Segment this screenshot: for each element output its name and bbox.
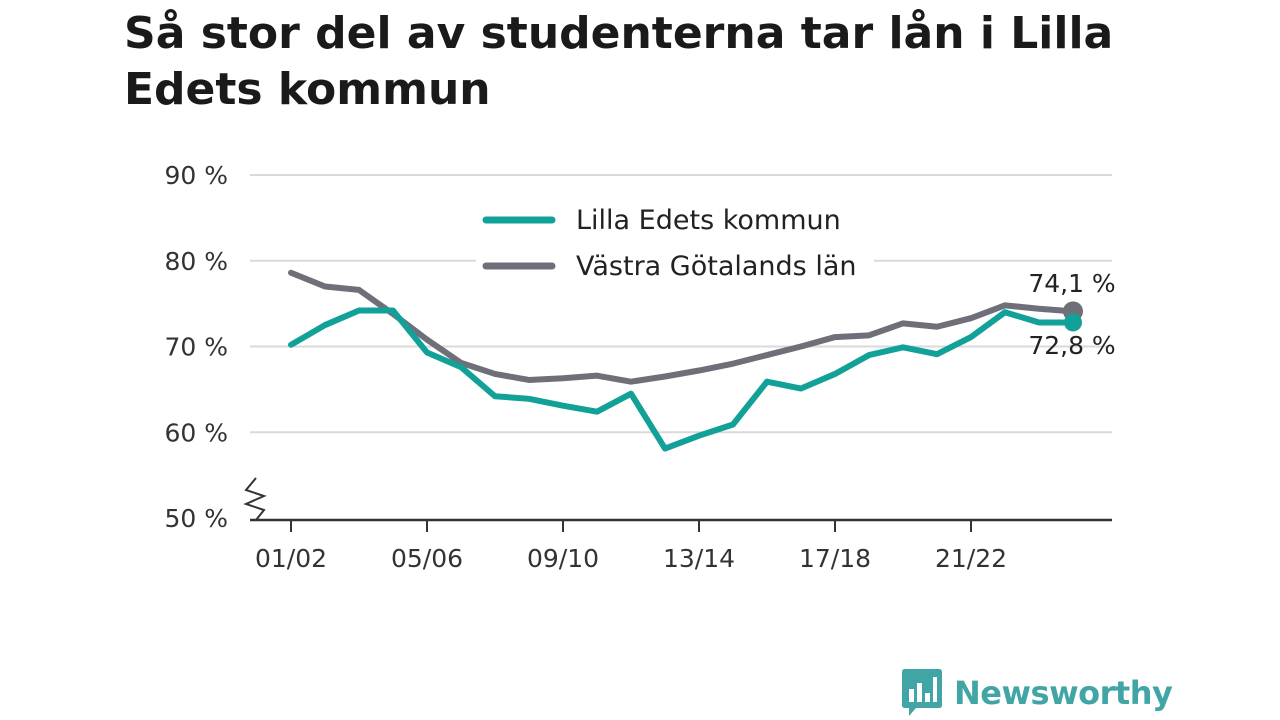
x-tick-label: 13/14 [663,544,735,573]
y-tick-label: 50 % [164,504,228,533]
brand-name: Newsworthy [954,674,1173,712]
x-axis: 01/02 05/06 09/10 13/14 17/18 21/22 [243,477,1112,573]
end-label: 72,8 % [1028,331,1115,360]
series-lines [288,269,1076,452]
series-line [288,307,1076,452]
y-tick-label: 80 % [164,247,228,276]
x-tick-label: 01/02 [255,544,327,573]
legend-background [476,194,874,290]
x-tick-label: 21/22 [935,544,1007,573]
legend-label: Västra Götalands län [576,251,856,282]
x-tick-label: 09/10 [527,544,599,573]
brand-logo: Newsworthy [902,668,1173,718]
x-tick-label: 05/06 [391,544,463,573]
legend: Lilla Edets kommun Västra Götalands län [476,194,874,290]
y-tick-label: 70 % [164,333,228,362]
y-tick-label: 60 % [164,418,228,447]
newsworthy-logo-icon [902,669,942,716]
end-labels: 74,1 % 72,8 % [1028,269,1115,360]
end-label: 74,1 % [1028,269,1115,298]
y-axis-tick-labels: 50 % 60 % 70 % 80 % 90 % [164,161,228,533]
series-line [288,269,1076,385]
x-tick-label: 17/18 [799,544,871,573]
axis-break-icon [243,477,267,521]
chart-title: Så stor del av studenterna tar lån i Lil… [124,8,1114,115]
y-tick-label: 90 % [164,161,228,190]
legend-label: Lilla Edets kommun [576,205,841,236]
end-marker [1064,313,1082,332]
